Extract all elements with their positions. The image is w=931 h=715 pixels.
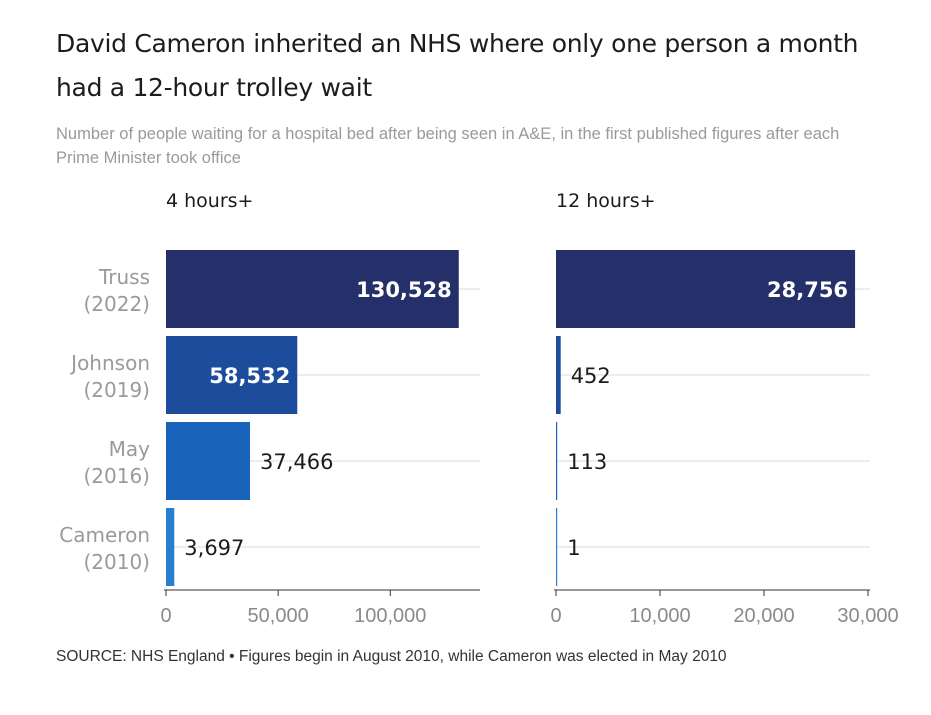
panel-12h-tick-label: 0 — [550, 605, 561, 627]
category-label-cameron: Cameron (2010) — [59, 523, 150, 574]
panel-12h-value-label-truss: 28,756 — [767, 278, 848, 302]
panel-4h-bar-cameron — [166, 508, 175, 586]
panel-12h-tick-label: 30,000 — [837, 605, 898, 627]
panel-4h-tick-label: 100,000 — [354, 605, 426, 627]
panel-12h-value-label-cameron: 1 — [567, 536, 580, 560]
panel-4h-title: 4 hours+ — [166, 190, 253, 212]
source-note: SOURCE: NHS England • Figures begin in A… — [56, 648, 727, 665]
panel-12h-bar-may — [556, 422, 558, 500]
category-label-johnson: Johnson (2019) — [69, 351, 150, 402]
panel-4h-bar-may — [166, 422, 251, 500]
panel-12h-value-label-johnson: 452 — [571, 364, 611, 388]
panel-4h-value-label-cameron: 3,697 — [184, 536, 244, 560]
panel-4h-bar-johnson — [166, 336, 298, 414]
panel-12h-bar-cameron — [556, 508, 558, 586]
panel-4h-tick-label: 50,000 — [248, 605, 309, 627]
panel-4h-value-label-may: 37,466 — [260, 450, 333, 474]
panel-12h-bar-johnson — [556, 336, 561, 414]
panel-4h-value-label-truss: 130,528 — [356, 278, 452, 302]
panel-12h-title: 12 hours+ — [556, 190, 656, 212]
panel-4h-bar-truss — [166, 250, 459, 328]
panel-4h-tick-label: 0 — [160, 605, 171, 627]
panel-12h-tick-label: 20,000 — [733, 605, 794, 627]
panel-12h-tick-label: 10,000 — [629, 605, 690, 627]
panel-12h-value-label-may: 113 — [567, 450, 607, 474]
chart-title: David Cameron inherited an NHS where onl… — [56, 29, 859, 102]
category-label-may: May (2016) — [83, 437, 150, 488]
panel-12h-bar-truss — [556, 250, 856, 328]
chart-subtitle: Number of people waiting for a hospital … — [56, 125, 840, 167]
panel-4h-value-label-johnson: 58,532 — [209, 364, 290, 388]
category-label-truss: Truss (2022) — [83, 265, 150, 316]
